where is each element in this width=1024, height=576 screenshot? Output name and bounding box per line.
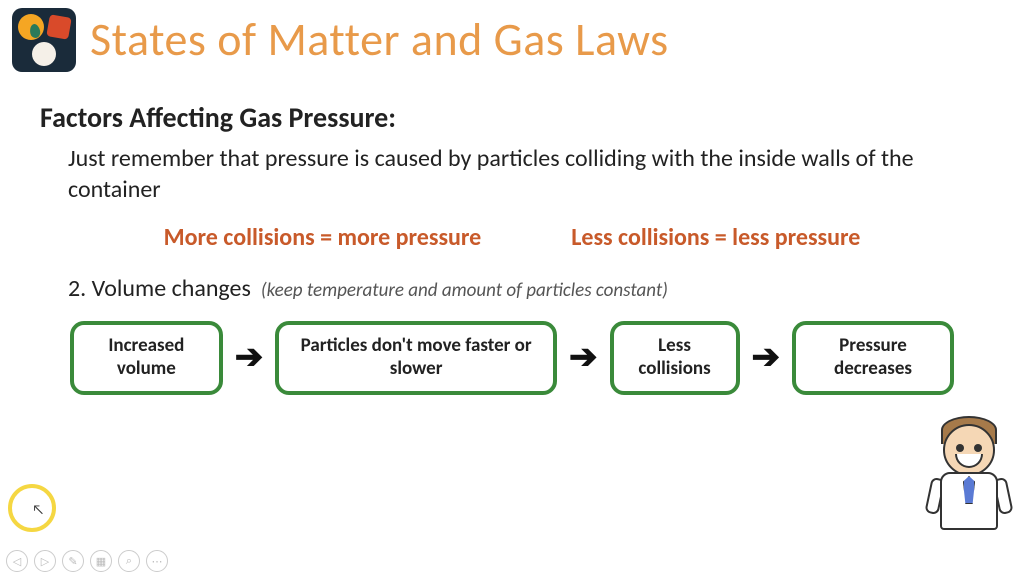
section-note: (keep temperature and amount of particle… — [261, 279, 668, 302]
equation-row: More collisions = more pressure Less col… — [40, 223, 984, 252]
cartoon-character-icon — [924, 416, 1014, 546]
next-slide-button[interactable]: ▷ — [34, 550, 56, 572]
arrow-icon: ➔ — [752, 341, 781, 375]
flow-node: Increased volume — [70, 321, 223, 395]
presentation-toolbar: ◁ ▷ ✎ ▦ ⌕ ⋯ — [6, 550, 168, 572]
slide-header: States of Matter and Gas Laws — [0, 0, 1024, 80]
slide-content: Factors Affecting Gas Pressure: Just rem… — [0, 80, 1024, 395]
equation-more: More collisions = more pressure — [164, 223, 482, 252]
flow-node: Pressure decreases — [792, 321, 954, 395]
section-subtitle: Factors Affecting Gas Pressure: — [40, 100, 984, 135]
prev-slide-button[interactable]: ◁ — [6, 550, 28, 572]
slide-title: States of Matter and Gas Laws — [90, 12, 669, 68]
arrow-icon: ➔ — [569, 341, 598, 375]
flowchart: Increased volume ➔ Particles don't move … — [40, 321, 984, 395]
more-options-button[interactable]: ⋯ — [146, 550, 168, 572]
slides-view-button[interactable]: ▦ — [90, 550, 112, 572]
pen-tool-button[interactable]: ✎ — [62, 550, 84, 572]
arrow-icon: ➔ — [235, 341, 264, 375]
flow-node: Less collisions — [610, 321, 740, 395]
section-line: 2. Volume changes (keep temperature and … — [68, 274, 984, 303]
section-number: 2. Volume changes — [68, 274, 251, 303]
equation-less: Less collisions = less pressure — [571, 223, 860, 252]
cursor-icon: ↖ — [32, 501, 44, 518]
zoom-button[interactable]: ⌕ — [118, 550, 140, 572]
body-text: Just remember that pressure is caused by… — [68, 143, 984, 205]
flow-node: Particles don't move faster or slower — [275, 321, 557, 395]
logo-icon — [12, 8, 76, 72]
